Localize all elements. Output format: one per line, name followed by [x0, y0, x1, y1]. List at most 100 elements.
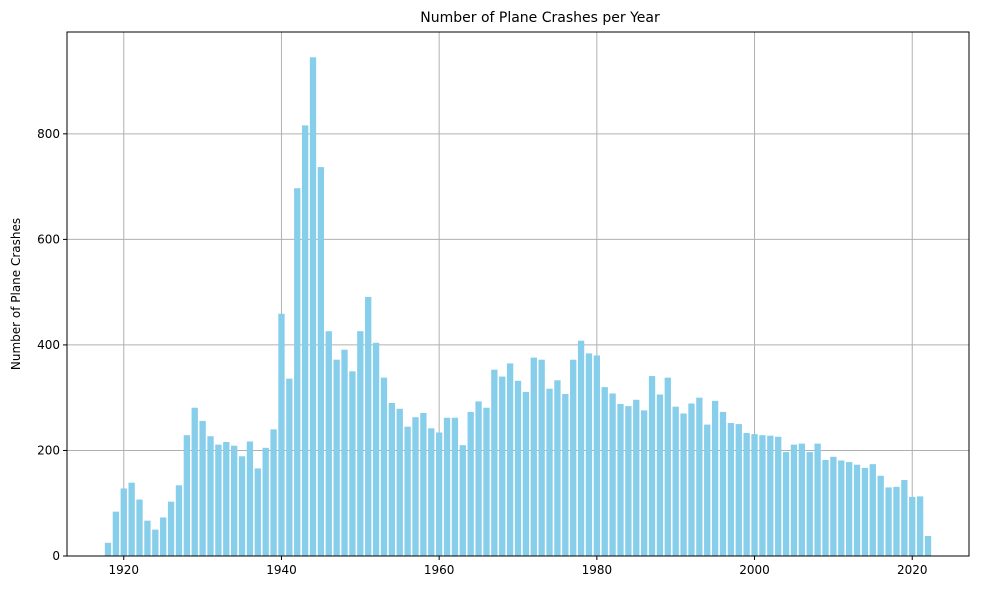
bar-2021	[916, 496, 924, 556]
bar-1999	[743, 433, 750, 556]
bar-1986	[641, 410, 648, 556]
bar-2005	[790, 444, 798, 556]
bar-1923	[144, 520, 151, 556]
bar-1920	[120, 488, 127, 556]
bar-1952	[372, 342, 380, 556]
bar-1945	[317, 167, 325, 556]
bar-1996	[719, 411, 727, 556]
bar-1938	[262, 447, 269, 556]
bar-1958	[420, 412, 427, 556]
chart-title: Number of Plane Crashes per Year	[420, 10, 660, 26]
x-tick-label: 2020	[897, 563, 928, 577]
bar-1918	[104, 542, 112, 556]
bars	[104, 57, 932, 557]
bar-1974	[546, 388, 553, 556]
bar-1998	[735, 424, 742, 556]
bar-1978	[577, 340, 585, 556]
bar-1930	[199, 420, 206, 556]
x-tick-label: 2000	[739, 563, 770, 577]
bar-1948	[341, 349, 348, 556]
bar-1979	[585, 353, 593, 556]
bar-1959	[428, 428, 435, 556]
bar-1977	[570, 359, 577, 556]
bar-2003	[775, 436, 782, 556]
bar-2013	[853, 464, 861, 556]
bar-1985	[633, 399, 640, 556]
bar-2016	[877, 475, 884, 556]
bar-1925	[160, 517, 167, 556]
bar-1960	[436, 432, 443, 556]
bar-2011	[838, 460, 845, 556]
bar-2007	[806, 452, 813, 556]
plot-frame	[66, 31, 970, 557]
bar-2006	[798, 443, 805, 556]
y-tick-label: 0	[52, 549, 60, 563]
bar-1982	[609, 393, 616, 556]
bar-1934	[231, 445, 238, 556]
x-tick-label: 1940	[266, 563, 297, 577]
bar-1957	[412, 417, 419, 556]
bar-2004	[782, 452, 790, 556]
bar-2020	[909, 496, 916, 556]
bar-1971	[522, 391, 530, 556]
bar-2001	[759, 435, 766, 556]
bar-1956	[404, 426, 411, 556]
bar-1984	[625, 406, 632, 556]
bar-2012	[846, 462, 853, 556]
bar-1991	[680, 413, 687, 556]
bar-1929	[191, 407, 198, 556]
bar-1922	[136, 499, 143, 556]
bar-1963	[459, 445, 466, 556]
bar-1972	[530, 357, 537, 556]
bar-1955	[396, 408, 403, 556]
bar-1980	[593, 355, 600, 556]
bar-1949	[349, 371, 356, 556]
bar-1943	[301, 125, 309, 557]
bar-1924	[152, 529, 159, 556]
bar-1987	[648, 376, 656, 556]
bar-1964	[467, 411, 474, 556]
bar-1990	[672, 406, 679, 556]
bar-1919	[112, 511, 120, 556]
bar-1966	[483, 407, 490, 556]
x-tick-label: 1980	[582, 563, 613, 577]
bar-1951	[365, 296, 372, 556]
bar-2008	[814, 443, 821, 556]
y-tick-label: 600	[37, 232, 60, 246]
bar-1940	[278, 313, 285, 556]
bar-1941	[286, 378, 293, 556]
bar-1992	[688, 403, 695, 556]
bar-1931	[207, 436, 214, 556]
bar-2018	[893, 486, 900, 556]
bar-1961	[443, 417, 451, 556]
x-axis: 1920 1940 1960 1980 2000 2020	[108, 556, 928, 577]
y-tick-label: 200	[37, 443, 60, 457]
bar-2022	[924, 535, 932, 556]
bar-1993	[696, 397, 703, 556]
bar-1926	[167, 501, 175, 556]
x-tick-label: 1960	[424, 563, 455, 577]
bar-2019	[901, 480, 908, 556]
bar-1997	[727, 423, 735, 556]
bar-1969	[506, 363, 514, 556]
bar-1965	[475, 401, 482, 556]
bar-2009	[822, 459, 829, 556]
bar-1937	[254, 468, 261, 556]
bar-1953	[380, 377, 388, 556]
bar-1983	[617, 404, 624, 556]
bar-1995	[711, 400, 719, 556]
bar-1994	[704, 424, 711, 556]
bar-1981	[601, 387, 608, 556]
bar-1954	[388, 402, 395, 556]
bar-1967	[491, 369, 498, 556]
bar-1942	[294, 188, 301, 556]
bar-1968	[499, 376, 506, 556]
bar-1932	[215, 444, 222, 556]
bar-2000	[751, 434, 758, 556]
bar-1936	[246, 441, 254, 556]
bar-1928	[183, 435, 190, 556]
x-tick-label: 1920	[108, 563, 139, 577]
y-tick-label: 800	[37, 127, 60, 141]
bar-1944	[309, 57, 317, 556]
